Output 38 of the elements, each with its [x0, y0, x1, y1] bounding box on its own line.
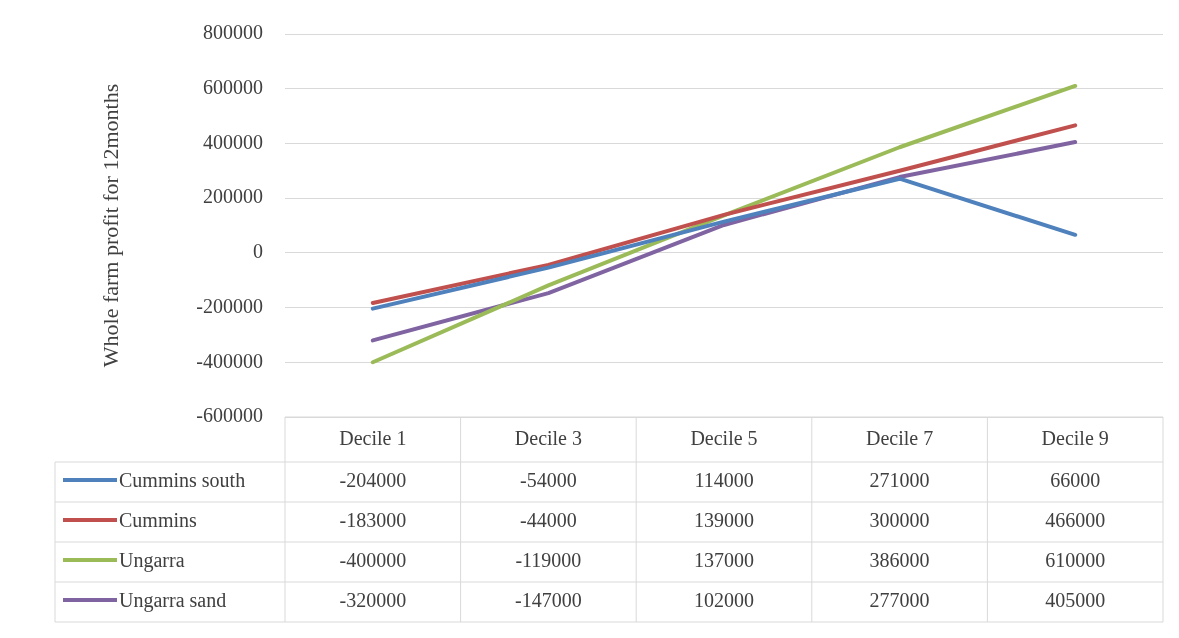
legend-label: Ungarra: [119, 549, 185, 573]
x-tick-label: Decile 5: [690, 426, 758, 449]
data-label: 300000: [869, 509, 930, 532]
data-label: 466000: [1045, 509, 1106, 532]
data-label: -400000: [339, 549, 407, 572]
y-axis-title: Whole farm profit for 12months: [97, 83, 123, 368]
y-tick-label: -600000: [196, 404, 263, 427]
data-label: 271000: [869, 469, 930, 492]
data-label: 137000: [694, 549, 754, 572]
data-label: 405000: [1045, 589, 1106, 612]
data-label: 102000: [694, 589, 754, 612]
data-label: 66000: [1050, 469, 1101, 492]
data-label: -147000: [515, 589, 582, 612]
data-label: -320000: [339, 589, 407, 612]
legend-label: Ungarra sand: [119, 589, 227, 613]
y-tick-label: 0: [253, 240, 263, 263]
data-label: 114000: [694, 469, 754, 492]
data-label: -204000: [339, 469, 407, 492]
data-label: 277000: [869, 589, 930, 612]
x-tick-label: Decile 7: [866, 426, 934, 449]
y-tick-label: 600000: [203, 75, 263, 98]
legend-label: Cummins south: [119, 469, 246, 492]
data-label: -119000: [515, 549, 582, 572]
data-label: 139000: [694, 509, 754, 532]
x-tick-label: Decile 1: [339, 426, 407, 449]
data-label: -183000: [339, 509, 407, 532]
data-label: 386000: [869, 549, 930, 572]
y-tick-label: 400000: [203, 130, 263, 153]
data-label: -44000: [520, 509, 577, 532]
legend-label: Cummins: [119, 509, 198, 532]
y-tick-label: -200000: [196, 294, 263, 317]
y-tick-label: 200000: [203, 185, 263, 208]
data-label: 610000: [1045, 549, 1106, 572]
x-tick-label: Decile 9: [1041, 426, 1109, 449]
x-tick-label: Decile 3: [514, 426, 582, 449]
data-label: -54000: [520, 469, 577, 492]
y-tick-label: -400000: [196, 349, 263, 372]
y-tick-label: 800000: [203, 21, 263, 44]
